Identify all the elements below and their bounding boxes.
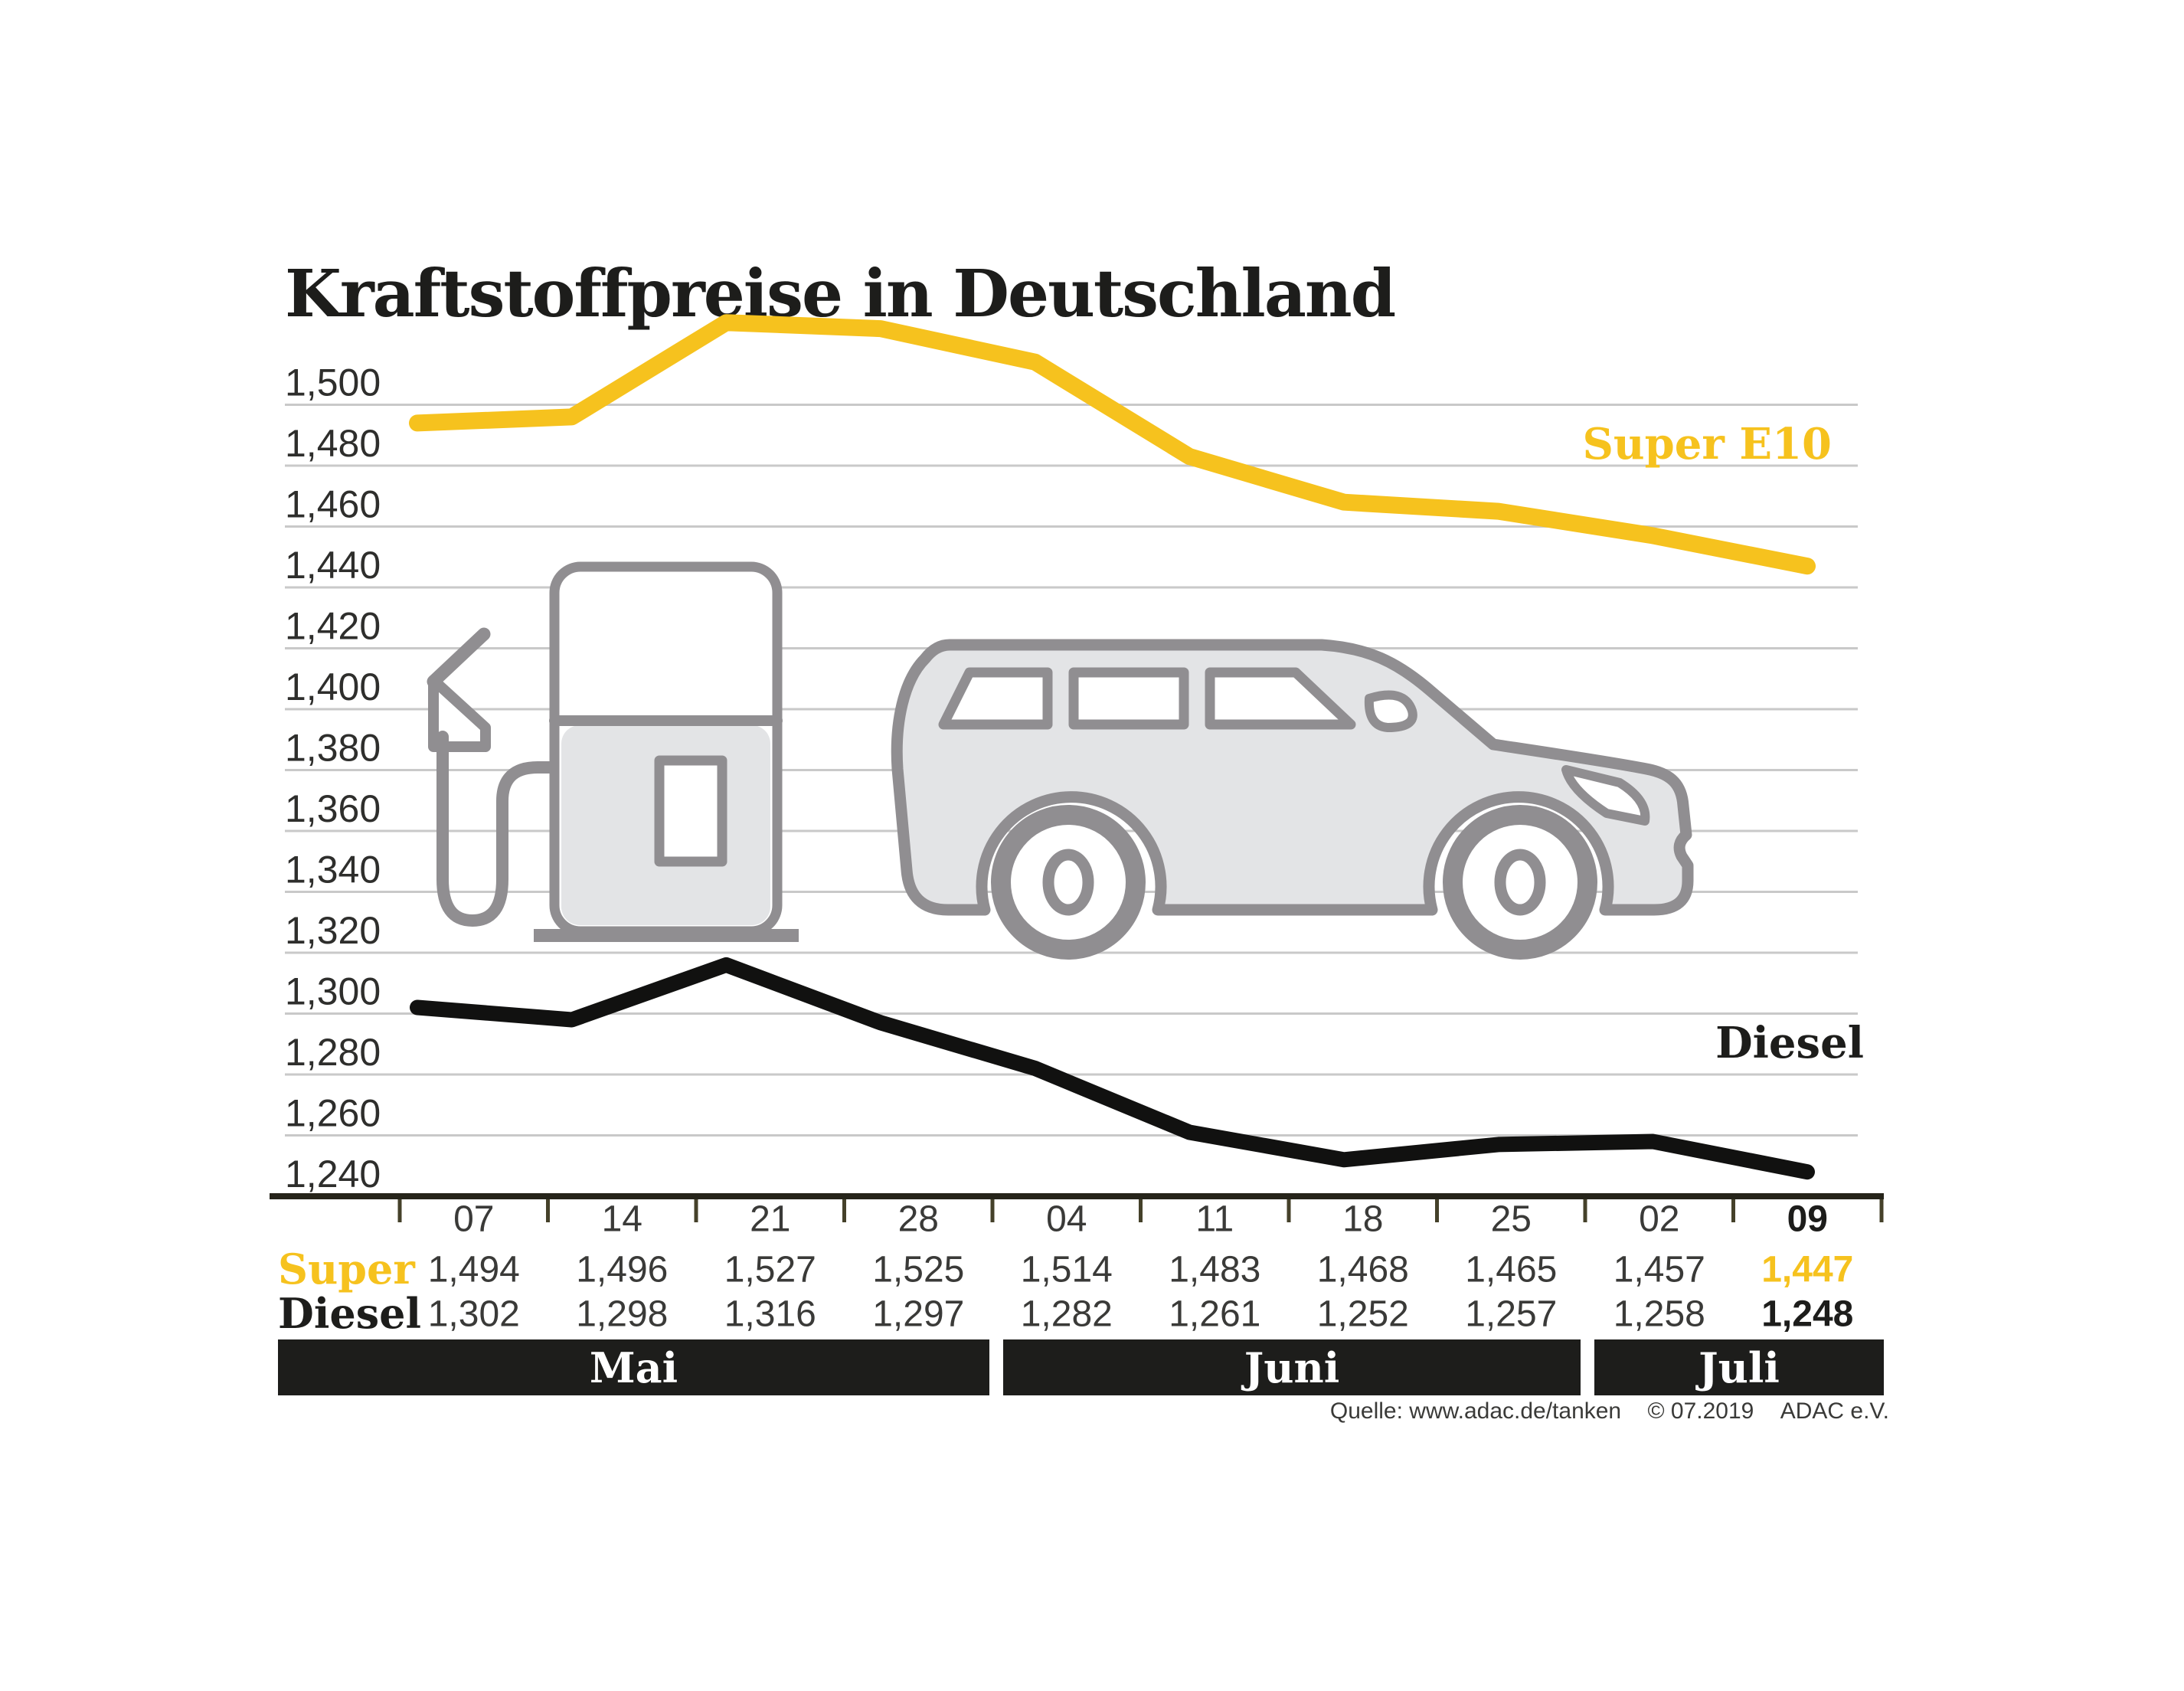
super-value: 1,527 (724, 1250, 816, 1290)
y-axis-label: 1,320 (285, 909, 381, 952)
pump-nozzle-icon (428, 675, 491, 752)
diesel-value: 1,252 (1317, 1294, 1409, 1335)
date-label: 02 (1639, 1199, 1679, 1240)
month-label-juli: Juli (1698, 1343, 1780, 1392)
x-axis-tick (1731, 1199, 1735, 1222)
super-value: 1,468 (1317, 1250, 1409, 1290)
month-bar-juni: Juni (1003, 1339, 1581, 1395)
diesel-value: 1,298 (576, 1294, 668, 1335)
date-label: 25 (1491, 1199, 1532, 1240)
date-label: 14 (602, 1199, 642, 1240)
pump-nozzle-spout-icon (427, 627, 491, 689)
car-front-hub (1494, 849, 1546, 916)
car-front-window (1205, 667, 1356, 730)
axis-layer (270, 1193, 1884, 1222)
date-label: 21 (750, 1199, 790, 1240)
diesel-value: 1,302 (428, 1294, 520, 1335)
super-value: 1,447 (1761, 1250, 1853, 1290)
y-axis-label: 1,460 (285, 483, 381, 526)
grid-layer: 1,500 1,480 1,460 1,440 1,420 1,400 1,380 1,360… (285, 361, 1858, 1198)
y-axis-label: 1,400 (285, 666, 381, 708)
date-label: 09 (1787, 1199, 1828, 1240)
y-axis-label: 1,240 (285, 1153, 381, 1195)
x-axis-tick (990, 1199, 995, 1222)
date-label: 04 (1046, 1199, 1087, 1240)
y-axis-label: 1,440 (285, 544, 381, 587)
car-headlight-icon (1561, 765, 1650, 826)
date-label: 18 (1342, 1199, 1383, 1240)
source-quelle: Quelle: www.adac.de/tanken (1329, 1398, 1622, 1424)
x-axis-tick (1879, 1199, 1884, 1222)
car-illustration (891, 639, 1694, 960)
diesel-line-label: Diesel (1715, 1018, 1864, 1068)
car-rear-hub (1042, 849, 1094, 916)
x-axis-tick (694, 1199, 698, 1222)
table-row-label-super: Super (278, 1245, 415, 1294)
source-org: ADAC e.V. (1780, 1398, 1889, 1424)
super-value: 1,496 (576, 1250, 668, 1290)
month-label-juni: Juni (1244, 1343, 1340, 1392)
x-axis-tick (1583, 1199, 1587, 1222)
pump-display-icon (654, 755, 727, 867)
super-value: 1,494 (428, 1250, 520, 1290)
x-axis-tick (842, 1199, 846, 1222)
car-middle-window (1068, 667, 1189, 730)
y-axis-label: 1,420 (285, 605, 381, 648)
y-axis-label: 1,360 (285, 787, 381, 830)
month-label-mai: Mai (589, 1343, 678, 1392)
y-axis-label: 1,260 (285, 1092, 381, 1135)
x-axis-tick (546, 1199, 550, 1222)
month-bar-juli: Juli (1594, 1339, 1884, 1395)
table-row-label-diesel: Diesel (278, 1289, 421, 1338)
super-value: 1,457 (1613, 1250, 1705, 1290)
line-layer (409, 314, 1816, 1180)
value-table-layer: 07 14 21 28 04 11 18 25 02 09 1,494 1,496 1,527 1,525… (428, 1199, 1854, 1335)
diesel-value: 1,257 (1465, 1294, 1557, 1335)
chart-title: Kraftstoffpreise in Deutschland (285, 256, 1396, 332)
y-axis-label: 1,300 (285, 970, 381, 1013)
pump-hose-icon (436, 731, 561, 927)
x-axis-tick (1139, 1199, 1143, 1222)
y-axis-label: 1,280 (285, 1031, 381, 1074)
x-axis-tick (1435, 1199, 1439, 1222)
y-axis-label: 1,480 (285, 422, 381, 465)
super-e10-line (409, 314, 1816, 575)
pump-base (534, 929, 799, 942)
date-label: 07 (453, 1199, 494, 1240)
month-bar-mai: Mai (278, 1339, 989, 1395)
car-mirror-icon (1364, 690, 1417, 732)
x-axis-tick (397, 1199, 402, 1222)
date-label: 28 (898, 1199, 939, 1240)
diesel-line (410, 957, 1815, 1180)
date-label: 11 (1195, 1199, 1234, 1240)
y-axis-label: 1,380 (285, 727, 381, 770)
diesel-value: 1,282 (1021, 1294, 1113, 1335)
super-value: 1,525 (872, 1250, 964, 1290)
diesel-value: 1,248 (1761, 1294, 1853, 1335)
super-value: 1,483 (1169, 1250, 1260, 1290)
super-e10-line-label: Super E10 (1582, 419, 1832, 469)
source-copyright: © 07.2019 (1647, 1398, 1754, 1424)
super-value: 1,514 (1021, 1250, 1113, 1290)
diesel-value: 1,261 (1169, 1294, 1260, 1335)
diesel-value: 1,258 (1613, 1294, 1705, 1335)
source-line: Quelle: www.adac.de/tanken © 07.2019 ADA… (1330, 1400, 1889, 1423)
fuel-pump-illustration (427, 561, 799, 942)
x-axis-line (270, 1193, 1884, 1199)
y-axis-label: 1,340 (285, 849, 381, 891)
y-axis-label: 1,500 (285, 361, 381, 404)
super-value: 1,465 (1465, 1250, 1557, 1290)
car-rear-window (938, 667, 1053, 730)
diesel-value: 1,297 (872, 1294, 964, 1335)
x-axis-tick (1287, 1199, 1291, 1222)
diesel-value: 1,316 (724, 1294, 816, 1335)
